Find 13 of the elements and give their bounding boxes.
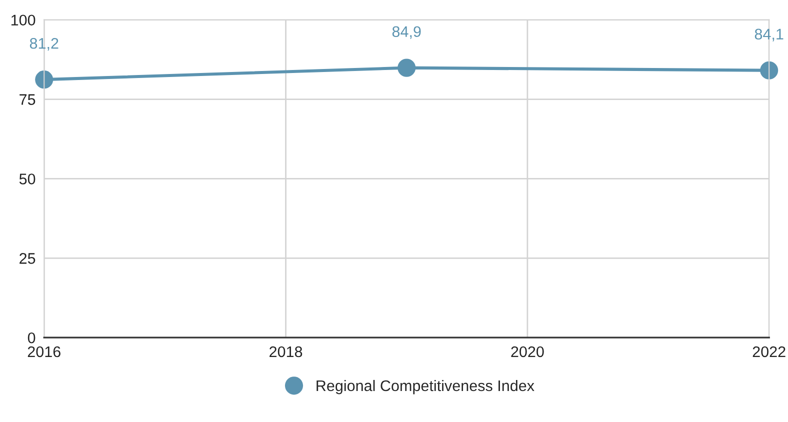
data-label: 84,1 <box>754 28 784 42</box>
data-label: 81,2 <box>30 38 58 51</box>
x-tick-label: 2022 <box>752 346 786 358</box>
data-label: 84,9 <box>392 26 421 39</box>
x-tick-label: 2020 <box>511 346 544 358</box>
y-tick-label: 50 <box>19 174 36 184</box>
x-tick-label: 2016 <box>28 346 60 358</box>
y-tick-label: 25 <box>20 253 36 264</box>
x-tick-label: 2018 <box>270 346 302 358</box>
y-tick-label: 0 <box>28 332 36 344</box>
y-tick-label: 75 <box>20 94 36 105</box>
y-tick-label: 100 <box>11 14 36 26</box>
legend-label: Regional Competitiveness Index <box>316 380 534 394</box>
